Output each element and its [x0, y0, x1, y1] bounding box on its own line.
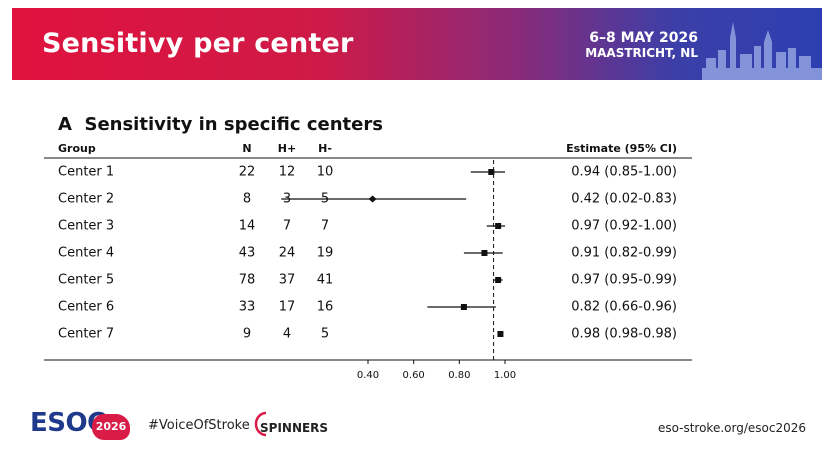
row-group-label: Center 7	[58, 327, 114, 342]
row-hneg-value: 7	[321, 219, 329, 234]
footer-url: eso-stroke.org/esoc2026	[657, 421, 806, 435]
row-group-label: Center 2	[58, 192, 114, 207]
col-header-n: N	[242, 142, 251, 155]
table-row: Center 4 43 24 19 0.91 (0.82-0.99)	[58, 246, 677, 261]
row-estimate-label: 0.97 (0.92-1.00)	[571, 219, 677, 234]
row-n-value: 78	[239, 273, 256, 288]
x-tick-label: 0.80	[448, 370, 470, 381]
row-group-label: Center 1	[58, 165, 114, 180]
col-header-estimate: Estimate (95% CI)	[566, 142, 677, 155]
row-hneg-value: 5	[321, 327, 329, 342]
slide-title: Sensitivy per center	[42, 28, 354, 59]
row-estimate-label: 0.42 (0.02-0.83)	[571, 192, 677, 207]
row-group-label: Center 5	[58, 273, 114, 288]
spinners-logo-text: SPINNERS	[260, 421, 329, 435]
table-row: Center 3 14 7 7 0.97 (0.92-1.00)	[58, 219, 677, 234]
x-axis: 0.40 0.60 0.80 1.00	[357, 360, 516, 381]
plot-area	[281, 160, 505, 360]
row-hpos-value: 37	[279, 273, 296, 288]
estimate-point	[368, 195, 377, 203]
estimate-point	[495, 277, 502, 283]
hashtag-text: #VoiceOfStroke	[148, 418, 250, 433]
x-tick-label: 1.00	[494, 370, 516, 381]
table-rows: Center 1 22 12 10 0.94 (0.85-1.00) Center 2 8 3…	[58, 165, 677, 342]
row-group-label: Center 6	[58, 300, 114, 315]
row-hneg-value: 16	[317, 300, 334, 315]
event-info: 6–8 MAY 2026 MAASTRICHT, NL	[580, 30, 698, 60]
event-place: MAASTRICHT, NL	[585, 46, 698, 60]
row-n-value: 33	[239, 300, 256, 315]
row-n-value: 8	[243, 192, 251, 207]
row-hneg-value: 41	[317, 273, 334, 288]
table-row: Center 1 22 12 10 0.94 (0.85-1.00)	[58, 165, 677, 180]
row-n-value: 43	[239, 246, 256, 261]
col-header-hpos: H+	[278, 142, 296, 155]
x-tick-label: 0.60	[403, 370, 425, 381]
estimate-point	[460, 304, 467, 310]
row-group-label: Center 3	[58, 219, 114, 234]
table-row: Center 6 33 17 16 0.82 (0.66-0.96)	[58, 300, 677, 315]
row-n-value: 9	[243, 327, 251, 342]
row-hneg-value: 19	[317, 246, 334, 261]
row-hpos-value: 24	[279, 246, 296, 261]
row-hpos-value: 12	[279, 165, 296, 180]
panel-letter: A	[58, 114, 72, 135]
estimate-point	[497, 331, 504, 337]
city-skyline-icon	[702, 22, 822, 80]
row-estimate-label: 0.97 (0.95-0.99)	[571, 273, 677, 288]
row-n-value: 14	[239, 219, 256, 234]
row-hneg-value: 10	[317, 165, 334, 180]
row-estimate-label: 0.82 (0.66-0.96)	[571, 300, 677, 315]
estimate-point	[495, 223, 502, 229]
event-date: 6–8 MAY 2026	[589, 30, 698, 46]
spinners-logo-icon	[254, 411, 267, 437]
estimate-point	[488, 169, 495, 175]
panel-title-text: Sensitivity in specific centers	[84, 114, 383, 135]
row-hpos-value: 17	[279, 300, 296, 315]
row-hpos-value: 4	[283, 327, 291, 342]
esoc-year-badge: 2026	[92, 414, 130, 440]
x-tick-label: 0.40	[357, 370, 379, 381]
slide-header: Sensitivy per center 6–8 MAY 2026 MAASTR…	[12, 8, 822, 80]
row-estimate-label: 0.94 (0.85-1.00)	[571, 165, 677, 180]
row-estimate-label: 0.98 (0.98-0.98)	[571, 327, 677, 342]
estimate-point	[481, 250, 488, 256]
row-n-value: 22	[239, 165, 256, 180]
row-hpos-value: 7	[283, 219, 291, 234]
table-row: Center 5 78 37 41 0.97 (0.95-0.99)	[58, 273, 677, 288]
panel-title: A Sensitivity in specific centers	[58, 114, 383, 135]
col-header-group: Group	[58, 142, 96, 155]
table-row: Center 7 9 4 5 0.98 (0.98-0.98)	[58, 327, 677, 342]
row-group-label: Center 4	[58, 246, 114, 261]
col-header-hneg: H-	[318, 142, 332, 155]
row-estimate-label: 0.91 (0.82-0.99)	[571, 246, 677, 261]
